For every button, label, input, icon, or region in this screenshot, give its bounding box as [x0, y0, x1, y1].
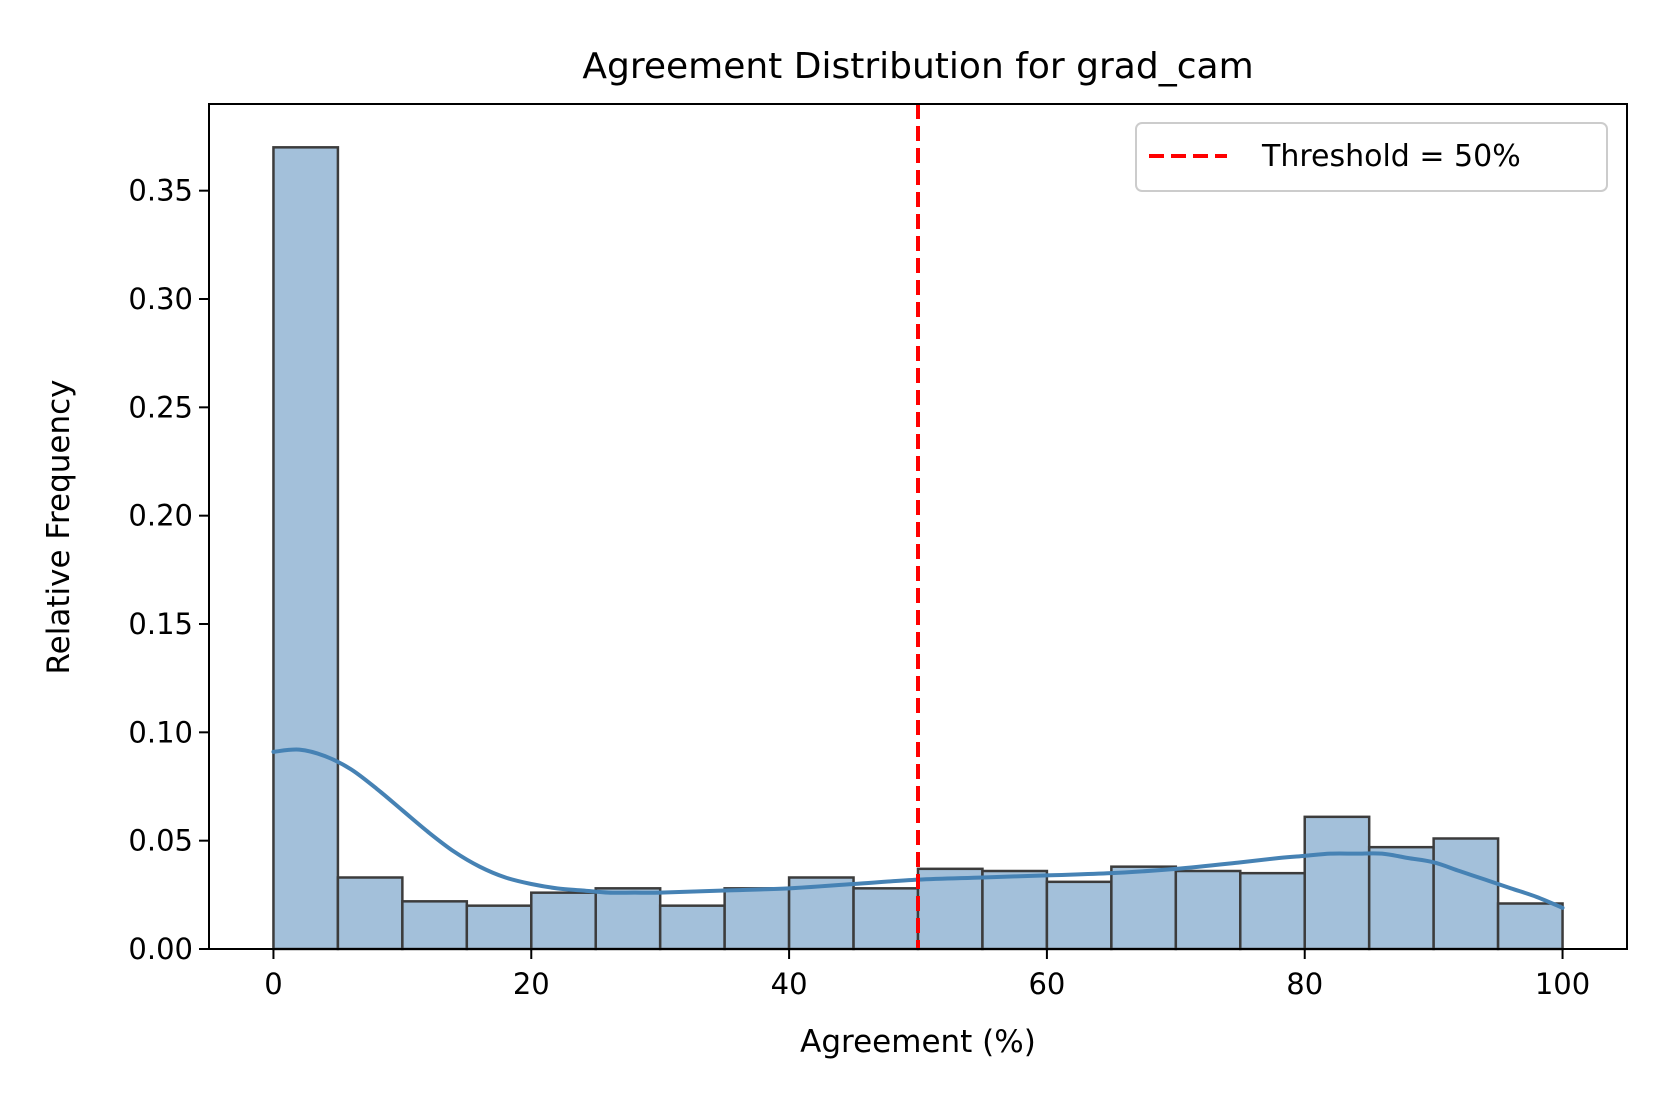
x-tick-label: 20: [513, 967, 550, 1001]
histogram-bar-14: [1174, 869, 1242, 951]
y-tick-label: 0.30: [128, 282, 193, 316]
x-axis-title: Agreement (%): [800, 1024, 1036, 1060]
histogram-bar-15: [1239, 871, 1306, 951]
y-tick-label: 0.25: [128, 390, 193, 424]
histogram-bar-13: [1110, 865, 1178, 951]
legend: Threshold = 50%: [1135, 122, 1608, 192]
histogram-bar-16: [1303, 815, 1371, 951]
histogram-bar-12: [1045, 880, 1113, 951]
histogram-bar-19: [1496, 902, 1564, 951]
histogram-bar-9: [852, 887, 920, 951]
x-tick-label: 100: [1535, 967, 1590, 1001]
histogram-bar-7: [723, 887, 791, 951]
histogram-bar-17: [1367, 845, 1435, 951]
y-tick-label: 0.35: [128, 174, 193, 208]
y-tick-label: 0.05: [128, 824, 193, 858]
kde-layer: [271, 747, 1565, 910]
histogram-bar-11: [981, 869, 1049, 951]
histogram-bars: [272, 146, 1564, 951]
histogram-bar-3: [465, 904, 533, 951]
x-tick-label: 80: [1286, 967, 1323, 1001]
x-axis: 0 20 40 60 80 100: [264, 949, 1590, 1001]
chart-title: Agreement Distribution for grad_cam: [582, 46, 1253, 87]
y-tick-label: 0.10: [128, 715, 193, 749]
y-tick-label: 0.00: [128, 932, 193, 966]
plot-area-frame: [208, 103, 1628, 950]
histogram-bar-6: [658, 904, 726, 951]
histogram-bar-2: [401, 900, 469, 951]
histogram-bar-5: [594, 887, 662, 951]
x-tick-label: 40: [771, 967, 808, 1001]
y-axis-title: Relative Frequency: [41, 379, 77, 674]
legend-threshold-label: Threshold = 50%: [1261, 139, 1521, 174]
histogram-bar-0: [272, 146, 340, 951]
legend-frame: [1135, 122, 1608, 192]
kde-curve: [271, 747, 1565, 910]
histogram-bar-4: [530, 891, 597, 951]
x-tick-label: 0: [264, 967, 282, 1001]
y-axis: 0.00 0.05 0.10 0.15 0.20 0.25 0.30 0.35: [128, 174, 209, 966]
histogram-bar-18: [1432, 837, 1500, 951]
histogram-bar-1: [336, 876, 404, 951]
x-tick-label: 60: [1028, 967, 1065, 1001]
y-tick-label: 0.15: [128, 607, 193, 641]
y-tick-label: 0.20: [128, 499, 193, 533]
